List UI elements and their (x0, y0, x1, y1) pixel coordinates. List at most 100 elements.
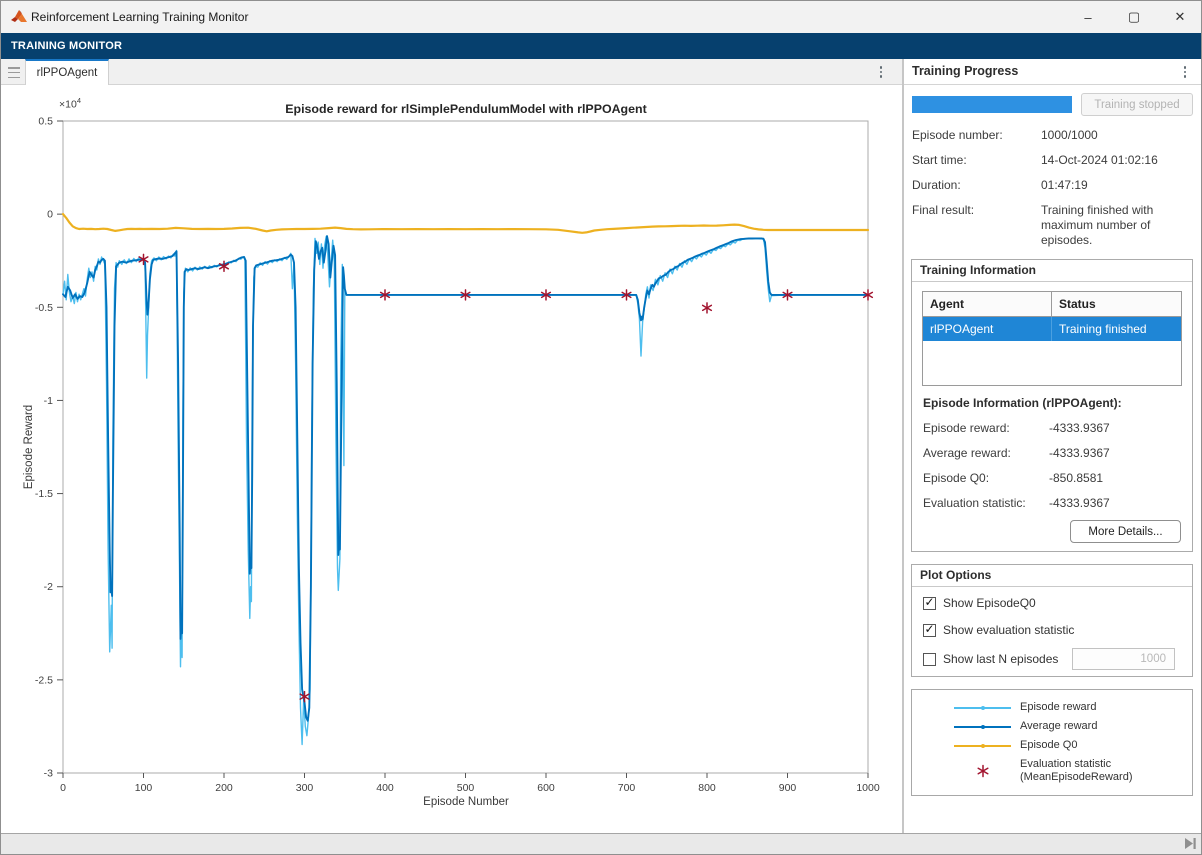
legend-label: Episode Q0 (1020, 739, 1078, 751)
agents-table-row-selected[interactable]: rlPPOAgent Training finished (923, 317, 1181, 341)
legend-label: Evaluation statistic (MeanEpisodeReward) (1020, 758, 1133, 784)
evaluation-statistic-marker-icon (954, 764, 1011, 778)
show-evaluation-statistic-label: Show evaluation statistic (943, 623, 1075, 637)
show-last-n-episodes-checkbox[interactable] (923, 652, 936, 666)
average-reward-label: Average reward: (923, 446, 1011, 460)
chart-title: Episode reward for rlSimplePendulumModel… (285, 102, 647, 116)
tab-strip-menu-icon[interactable] (874, 64, 888, 80)
evaluation-statistic-marker (299, 690, 310, 703)
legend-entry-evaluation-statistic: Evaluation statistic (MeanEpisodeReward) (954, 758, 1133, 784)
tab-label: rlPPOAgent (36, 67, 98, 79)
episode-q0-label: Episode Q0: (923, 471, 990, 485)
final-result-value: Training finished with maximum number of… (1041, 203, 1154, 247)
tab-rlppoagent[interactable]: rlPPOAgent (25, 59, 109, 85)
x-tick-label: 900 (779, 782, 797, 794)
column-header-status[interactable]: Status (1059, 297, 1096, 311)
last-n-episodes-input[interactable] (1072, 648, 1175, 670)
training-progress-menu-icon[interactable] (1178, 64, 1192, 80)
x-tick-label: 600 (537, 782, 555, 794)
evaluation-statistic-marker (138, 253, 149, 266)
maximize-button[interactable]: ▢ (1127, 9, 1141, 24)
episode-reward-label: Episode reward: (923, 421, 1010, 435)
x-tick-label: 1000 (856, 782, 880, 794)
show-episodeq0-row: Show EpisodeQ0 (923, 596, 1036, 610)
evaluation-statistic-marker (862, 289, 874, 301)
matlab-logo-icon (11, 10, 27, 22)
y-tick-label: -0.5 (35, 302, 53, 314)
x-axis-label: Episode Number (423, 796, 509, 808)
titlebar: Reinforcement Learning Training Monitor … (1, 1, 1201, 33)
minimize-button[interactable]: – (1084, 9, 1092, 25)
y-tick-label: 0 (47, 209, 53, 221)
evaluation-statistic-marker (218, 260, 230, 273)
start-time-label: Start time: (912, 153, 967, 167)
progress-bar (912, 96, 1072, 113)
episode-reward-line-icon (954, 705, 1011, 710)
status-cell: Training finished (1059, 322, 1147, 336)
show-evaluation-statistic-checkbox[interactable] (923, 623, 936, 637)
evaluation-statistic-marker (460, 289, 471, 301)
average-reward-line-icon (954, 724, 1011, 729)
x-tick-label: 400 (376, 782, 394, 794)
legend-entry-episode-q0: Episode Q0 (954, 739, 1077, 752)
episode-number-value: 1000/1000 (1041, 128, 1098, 142)
more-details-button[interactable]: More Details... (1070, 520, 1181, 543)
series-average-reward (62, 235, 869, 722)
ribbon-bar (1, 33, 1201, 59)
tab-grip-icon[interactable] (8, 67, 20, 78)
panel-divider[interactable] (902, 59, 904, 854)
evaluation-statistic-label: Evaluation statistic: (923, 496, 1026, 510)
show-last-n-episodes-label: Show last N episodes (943, 652, 1059, 666)
plot-options-divider (912, 586, 1192, 587)
agent-cell: rlPPOAgent (923, 317, 1052, 341)
show-episodeq0-checkbox[interactable] (923, 596, 936, 610)
y-tick-label: -1.5 (35, 488, 53, 500)
training-progress-header (904, 59, 1201, 85)
show-last-n-episodes-row: Show last N episodes (923, 652, 1058, 666)
training-stopped-button[interactable]: Training stopped (1081, 93, 1193, 116)
y-axis-multiplier: ×104 (59, 96, 81, 111)
training-information-title: Training Information (920, 263, 1036, 277)
episode-number-label: Episode number: (912, 128, 1003, 142)
episode-q0-value: -850.8581 (1049, 471, 1104, 485)
duration-value: 01:47:19 (1041, 178, 1088, 192)
x-tick-label: 200 (215, 782, 233, 794)
expand-panel-icon[interactable] (1183, 837, 1197, 850)
evaluation-statistic-marker (540, 289, 552, 301)
legend-entry-episode-reward: Episode reward (954, 701, 1096, 714)
x-tick-label: 100 (135, 782, 153, 794)
evaluation-statistic-marker (782, 289, 793, 301)
average-reward-value: -4333.9367 (1049, 446, 1110, 460)
close-button[interactable]: ✕ (1174, 9, 1186, 24)
training-information-divider (912, 281, 1192, 282)
x-tick-label: 500 (457, 782, 475, 794)
evaluation-statistic-value: -4333.9367 (1049, 496, 1110, 510)
episode-reward-value: -4333.9367 (1049, 421, 1110, 435)
x-tick-label: 300 (296, 782, 314, 794)
training-progress-title: Training Progress (912, 64, 1019, 78)
legend-label: Episode reward (1020, 701, 1097, 713)
start-time-value: 14-Oct-2024 01:02:16 (1041, 153, 1158, 167)
y-tick-label: -2.5 (35, 674, 53, 686)
plot-options-title: Plot Options (920, 568, 992, 582)
ribbon-tab-training-monitor[interactable]: TRAINING MONITOR (11, 40, 123, 52)
final-result-label: Final result: (912, 203, 975, 217)
show-evaluation-statistic-row: Show evaluation statistic (923, 623, 1074, 637)
bottom-status-bar (1, 833, 1201, 854)
agents-table: Agent Status rlPPOAgent Training finishe… (922, 291, 1182, 386)
evaluation-statistic-marker (701, 302, 713, 314)
progress-bar-fill (912, 96, 1072, 113)
y-tick-label: 0.5 (38, 116, 53, 128)
duration-label: Duration: (912, 178, 961, 192)
agents-table-header: Agent Status (923, 292, 1181, 317)
column-header-agent[interactable]: Agent (923, 292, 1052, 316)
y-tick-label: -2 (44, 581, 53, 593)
x-tick-label: 800 (698, 782, 716, 794)
reward-chart[interactable]: 0 100 200 300 400 500 600 700 800 900 1000 0.5 0 -0.5… (1, 85, 902, 833)
x-tick-label: 0 (60, 782, 66, 794)
legend-label: Average reward (1020, 720, 1098, 732)
window-title: Reinforcement Learning Training Monitor (31, 10, 249, 24)
y-tick-label: -3 (44, 768, 53, 780)
episode-information-heading: Episode Information (rlPPOAgent): (923, 396, 1122, 410)
